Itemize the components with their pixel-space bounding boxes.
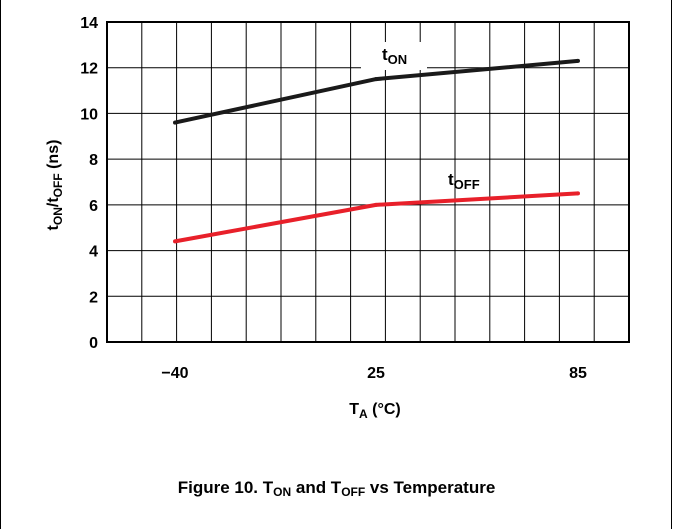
data-point-ton (374, 77, 378, 82)
data-point-toff (173, 239, 177, 244)
chart-grid (107, 22, 629, 342)
chart-series (173, 58, 580, 244)
data-point-toff (374, 202, 378, 207)
y-tick-label: 14 (80, 15, 98, 32)
x-axis-label: TA (°C) (349, 401, 401, 421)
data-point-ton (576, 58, 580, 63)
plot-area (106, 21, 630, 343)
line-chart: 0 2 4 6 8 10 12 14 −40 25 85 tON/tOFF (ns) TA (°C… (45, 15, 630, 421)
y-tick-label: 10 (80, 106, 98, 123)
data-point-ton (173, 120, 177, 125)
series-line-toff (174, 191, 579, 244)
y-tick-label: 8 (89, 152, 98, 169)
x-tick-label: 85 (569, 365, 587, 382)
x-axis-ticks: −40 25 85 (161, 365, 587, 382)
page-border-right (671, 0, 672, 529)
y-tick-label: 6 (89, 198, 98, 215)
x-tick-label: −40 (161, 365, 188, 382)
x-tick-label: 25 (367, 365, 385, 382)
y-tick-label: 4 (89, 244, 98, 261)
y-axis-ticks: 0 2 4 6 8 10 12 14 (80, 15, 98, 352)
y-tick-label: 12 (80, 61, 98, 78)
data-point-toff (576, 191, 580, 196)
y-axis-label: tON/tOFF (ns) (45, 140, 65, 231)
series-label-ton: tON (382, 45, 407, 67)
figure-caption: Figure 10. TON and TOFF vs Temperature (177, 478, 496, 499)
series-label-toff: tOFF (448, 170, 480, 192)
y-tick-label: 0 (89, 335, 98, 352)
y-tick-label: 2 (89, 289, 98, 306)
series-label-background (361, 42, 427, 70)
page-border-left (0, 0, 1, 529)
